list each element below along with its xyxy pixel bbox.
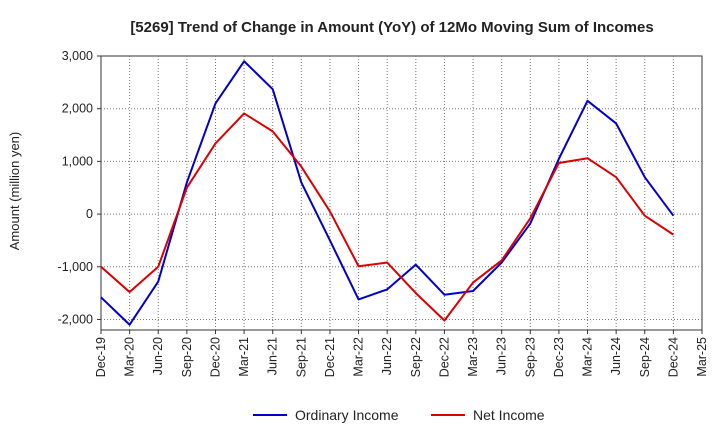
x-tick-label: Dec-23 (552, 337, 566, 377)
y-tick-label: -1,000 (58, 260, 93, 274)
series-layer (100, 60, 675, 326)
series-line-ordinary-income (100, 60, 675, 326)
grid-layer (101, 56, 702, 330)
x-tick-label: Sep-24 (638, 337, 652, 377)
y-axis-label: Amount (million yen) (7, 132, 22, 251)
x-tick-label: Dec-19 (94, 337, 108, 377)
x-tick-label: Jun-22 (380, 337, 394, 375)
y-tick-label: 3,000 (62, 49, 93, 63)
y-tick-label: 1,000 (62, 154, 93, 168)
legend-label: Ordinary Income (295, 407, 399, 423)
x-tick-label: Mar-22 (352, 337, 366, 377)
series-line-net-income (100, 112, 674, 322)
legend-label: Net Income (473, 407, 545, 423)
plot-area (100, 55, 703, 331)
x-tick-label: Dec-24 (666, 337, 680, 377)
x-tick-label: Mar-25 (695, 337, 709, 377)
x-tick-label: Sep-20 (180, 337, 194, 377)
x-tick-label: Mar-23 (466, 337, 480, 377)
chart-title: [5269] Trend of Change in Amount (YoY) o… (130, 19, 653, 36)
x-tick-label: Sep-23 (523, 337, 537, 377)
x-tick-label: Sep-22 (409, 337, 423, 377)
y-tick-layer: 3,000 2,000 1,000 0 -1,000 -2,000 (58, 49, 101, 326)
x-tick-layer: Dec-19 Mar-20 Jun-20 Sep-20 Dec-20 Mar-21 Jun-… (94, 330, 709, 377)
x-tick-label: Dec-22 (437, 337, 451, 377)
x-tick-label: Dec-21 (323, 337, 337, 377)
y-tick-label: 0 (86, 207, 93, 221)
x-tick-label: Jun-24 (609, 337, 623, 375)
x-tick-label: Jun-23 (495, 337, 509, 375)
x-tick-label: Sep-21 (294, 337, 308, 377)
x-tick-label: Dec-20 (208, 337, 222, 377)
x-tick-label: Jun-20 (151, 337, 165, 375)
y-tick-label: -2,000 (58, 312, 93, 326)
y-tick-label: 2,000 (62, 102, 93, 116)
legend: Ordinary Income Net Income (253, 407, 545, 423)
x-tick-label: Jun-21 (266, 337, 280, 375)
x-tick-label: Mar-20 (123, 337, 137, 377)
x-tick-label: Mar-21 (237, 337, 251, 377)
x-tick-label: Mar-24 (581, 337, 595, 377)
